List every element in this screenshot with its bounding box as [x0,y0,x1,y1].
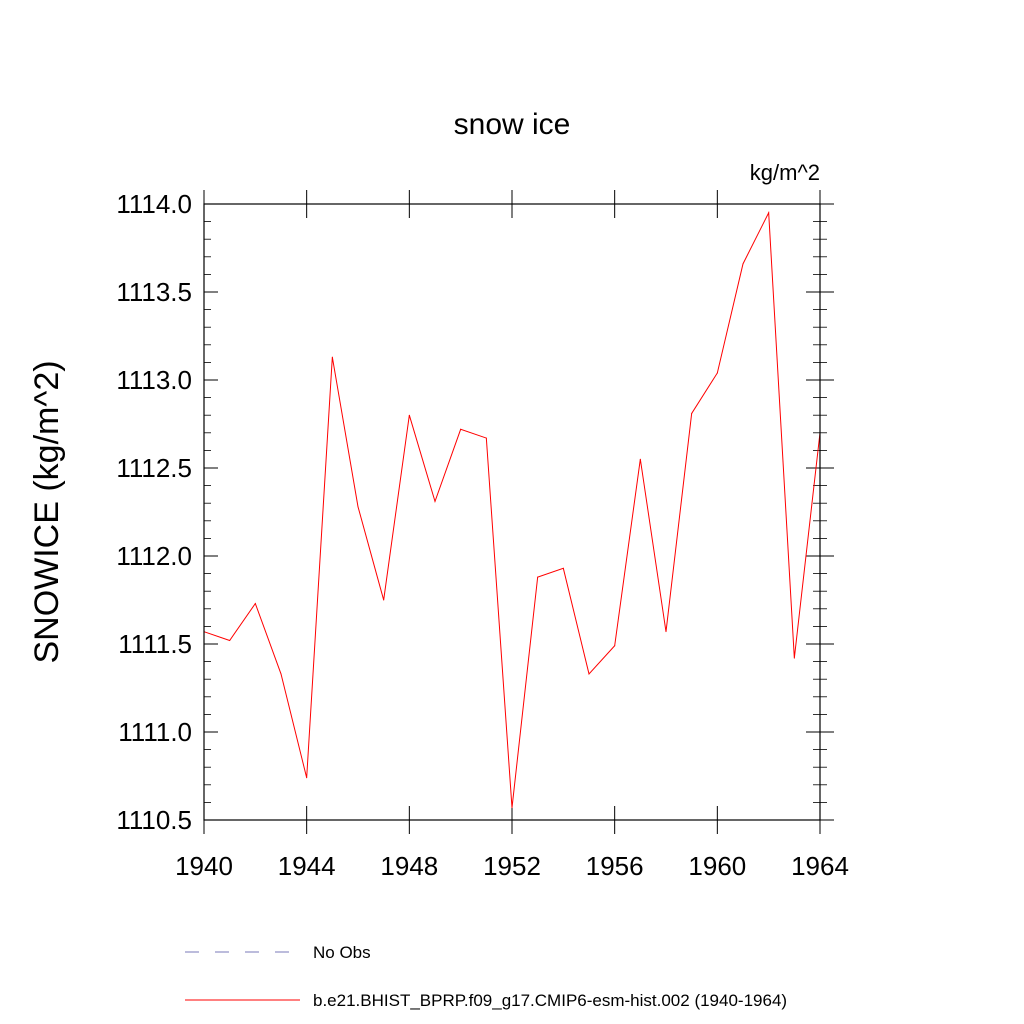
axis-ticks [203,190,834,834]
data-point [793,657,795,659]
units-label: kg/m^2 [750,160,820,185]
y-tick-label: 1114.0 [116,189,192,219]
data-point [691,412,693,414]
data-point [511,807,513,809]
data-point [229,639,231,641]
data-point [562,567,564,569]
data-point [742,263,744,265]
y-tick-label: 1113.5 [116,277,192,307]
data-point [768,212,770,214]
data-point [254,603,256,605]
data-point [588,673,590,675]
data-point [639,458,641,460]
chart-title: snow ice [454,108,571,141]
data-point [614,645,616,647]
legend-label-no-obs: No Obs [313,943,371,962]
y-tick-label: 1113.0 [116,365,192,395]
data-point [357,506,359,508]
series-lines [203,210,821,809]
y-axis-label: SNOWICE (kg/m^2) [28,360,66,663]
data-point [383,599,385,601]
plot-frame [203,203,821,821]
x-tick-label: 1940 [175,851,233,881]
data-point [331,356,333,358]
x-tick-label: 1964 [791,851,849,881]
data-point [306,777,308,779]
x-tick-label: 1948 [380,851,438,881]
x-tick-label: 1944 [278,851,336,881]
x-tick-label: 1960 [688,851,746,881]
y-tick-label: 1110.5 [116,805,192,835]
series-line [203,210,821,808]
data-point [537,576,539,578]
legend: No Obs b.e21.BHIST_BPRP.f09_g17.CMIP6-es… [185,943,787,1010]
data-point [434,500,436,502]
legend-label-model: b.e21.BHIST_BPRP.f09_g17.CMIP6-esm-hist.… [313,991,787,1010]
y-tick-label: 1111.5 [118,629,192,659]
y-tick-label: 1112.0 [116,541,192,571]
y-tick-label: 1112.5 [116,453,192,483]
y-tick-label: 1111.0 [118,717,192,747]
x-tick-label: 1952 [483,851,541,881]
x-tick-label: 1956 [586,851,644,881]
data-point [408,414,410,416]
data-point [280,673,282,675]
data-point [485,437,487,439]
axis-tick-labels: 1940 1944 1948 1952 1956 1960 1964 1110.5 1111.0… [116,189,849,881]
data-point [716,372,718,374]
data-point [665,631,667,633]
data-point [460,428,462,430]
